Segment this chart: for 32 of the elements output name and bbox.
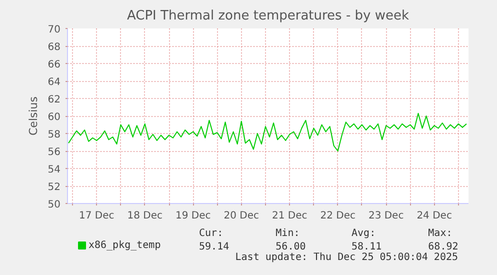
y-axis-title: Celsius bbox=[26, 96, 40, 136]
x-tick-label: 24 Dec bbox=[416, 210, 452, 222]
text: Last update: Thu Dec 25 05:00:04 2025 bbox=[235, 252, 458, 263]
legend-label: x86_pkg_temp bbox=[88, 240, 161, 251]
y-tick-label: 58 bbox=[48, 130, 61, 140]
y-tick-label: 66 bbox=[48, 60, 61, 70]
text: Avg: bbox=[352, 228, 376, 239]
text: Cur: bbox=[199, 228, 224, 239]
line-series bbox=[68, 112, 467, 152]
text: 56.00 bbox=[276, 242, 306, 252]
y-tick-label: 62 bbox=[48, 94, 61, 106]
x-tick-label: 19 Dec bbox=[176, 210, 211, 222]
y-tick-label: 70 bbox=[48, 24, 61, 36]
y-tick-label: 54 bbox=[48, 164, 61, 176]
x-tick-label: 20 Dec bbox=[224, 210, 260, 222]
x-tick-label: 21 Dec bbox=[272, 210, 308, 222]
y-tick-label: 60 bbox=[48, 112, 61, 123]
y-tick-label: 68 bbox=[48, 42, 61, 53]
y-tick-label: 56 bbox=[48, 147, 61, 158]
text: Min: bbox=[276, 228, 300, 239]
text: 58.11 bbox=[352, 242, 382, 252]
text: 68.92 bbox=[428, 242, 458, 252]
chart-title: ACPI Thermal zone temperatures - by week bbox=[126, 8, 410, 24]
x-tick-label: 17 Dec bbox=[79, 210, 114, 222]
y-tick-label: 64 bbox=[48, 77, 61, 88]
y-tick-label: 52 bbox=[48, 182, 61, 193]
x-tick-label: 23 Dec bbox=[368, 210, 404, 222]
y-tick-label: 50 bbox=[48, 200, 61, 210]
text: 59.14 bbox=[199, 242, 230, 252]
x-tick-label: 22 Dec bbox=[320, 210, 356, 222]
x-tick-label: 18 Dec bbox=[127, 210, 163, 222]
text: Max: bbox=[428, 228, 452, 239]
